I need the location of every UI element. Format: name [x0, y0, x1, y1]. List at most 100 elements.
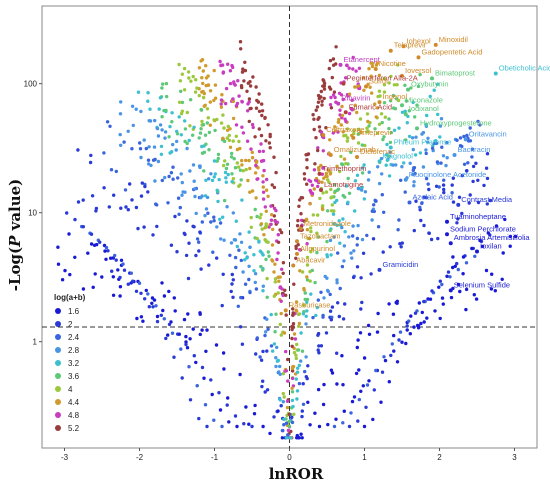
labeled-point [400, 103, 404, 108]
data-point [225, 205, 229, 209]
data-point [139, 315, 144, 319]
data-point [280, 436, 285, 440]
data-point [231, 139, 235, 143]
data-point [319, 89, 323, 94]
data-point [185, 141, 189, 146]
data-point [226, 124, 230, 129]
data-point [89, 232, 94, 236]
data-point [221, 70, 226, 74]
data-point [333, 189, 337, 193]
data-point [95, 242, 99, 247]
data-point [317, 125, 322, 129]
data-point [402, 161, 406, 165]
data-point [184, 334, 188, 339]
data-point [326, 422, 330, 427]
data-point [259, 222, 264, 226]
data-point [310, 183, 314, 187]
x-tick-label: 2 [437, 453, 442, 462]
data-point [276, 409, 280, 413]
labeled-point [295, 239, 299, 244]
data-point [377, 122, 382, 127]
data-point [297, 324, 301, 328]
data-point [135, 316, 139, 321]
reference-lines [42, 6, 537, 448]
data-point [347, 235, 351, 239]
data-point [317, 166, 321, 170]
data-point [201, 123, 206, 127]
data-point [235, 244, 239, 249]
data-point [261, 174, 265, 178]
data-point [220, 303, 224, 308]
data-point [205, 424, 209, 429]
data-point [193, 187, 197, 191]
data-point [322, 296, 326, 300]
data-point [299, 359, 303, 363]
data-point [314, 179, 319, 183]
data-point [118, 132, 122, 137]
data-point [440, 145, 444, 149]
data-point [308, 423, 312, 427]
data-point [360, 185, 364, 189]
legend-swatch [55, 425, 61, 431]
data-point [328, 103, 333, 107]
data-point [442, 187, 446, 192]
data-point [391, 106, 396, 110]
data-point [407, 109, 411, 113]
data-point [247, 277, 251, 282]
legend-title: log(a+b) [54, 293, 86, 302]
data-point [167, 289, 171, 294]
data-point [229, 241, 234, 245]
data-point [356, 223, 360, 228]
data-point [266, 194, 270, 198]
data-point [391, 93, 396, 98]
data-point [351, 67, 355, 71]
data-point [236, 304, 240, 308]
data-point [368, 85, 372, 89]
data-point [316, 348, 320, 352]
data-point [200, 365, 205, 370]
data-point [388, 140, 393, 145]
data-point [370, 209, 374, 213]
data-point [325, 276, 329, 280]
data-point [157, 107, 161, 111]
data-point [329, 318, 333, 322]
data-point [346, 176, 350, 181]
data-point [236, 79, 240, 83]
data-point [330, 203, 334, 207]
data-point [359, 276, 363, 280]
data-point [450, 183, 454, 187]
data-point [270, 243, 275, 247]
data-point [294, 256, 298, 260]
data-point [199, 108, 204, 112]
data-point [263, 333, 267, 338]
data-point [287, 419, 292, 424]
data-point [448, 275, 452, 279]
data-point [231, 99, 236, 104]
data-point [204, 207, 209, 211]
data-point [163, 130, 168, 134]
data-point [397, 218, 401, 222]
data-point [328, 58, 333, 63]
data-point [243, 282, 248, 286]
data-point [300, 414, 304, 419]
data-point [281, 261, 286, 265]
data-point [202, 169, 206, 173]
data-point [220, 424, 224, 429]
data-point [353, 209, 357, 213]
data-point [259, 264, 263, 269]
data-point [346, 136, 350, 140]
data-point [188, 337, 192, 341]
data-point [340, 162, 345, 167]
data-point [313, 162, 317, 166]
data-point [197, 136, 201, 140]
data-point [322, 87, 327, 91]
point-label: Miconazole [405, 95, 443, 104]
data-point [259, 142, 263, 146]
data-point [460, 173, 464, 178]
data-point [362, 356, 367, 360]
data-point [299, 331, 303, 335]
data-point [494, 224, 499, 228]
data-point [227, 133, 231, 138]
data-point [425, 113, 429, 118]
data-point [322, 81, 327, 86]
